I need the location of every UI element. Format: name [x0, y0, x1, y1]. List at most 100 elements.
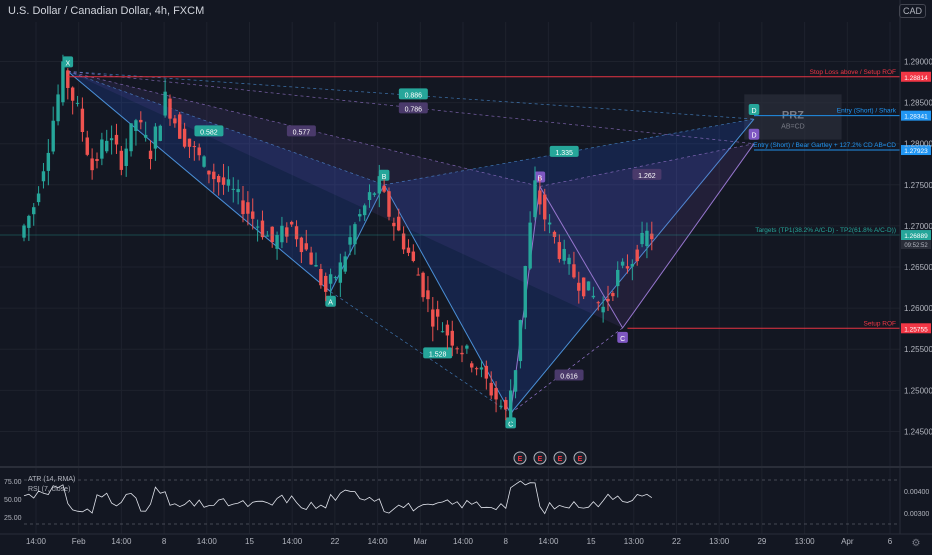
gartley-point-c: C: [508, 421, 513, 428]
gear-icon: ⚙: [912, 538, 921, 549]
y-tick-label: 1.25000: [904, 386, 932, 395]
candle: [202, 156, 206, 167]
shark-ratio-line: [67, 70, 755, 145]
price-levels: Stop Loss above / Setup ROF 1.28814 Entry …: [0, 69, 931, 334]
candle: [333, 277, 338, 279]
level-label: Entry (Short) / Shark: [837, 108, 897, 115]
rsi-tick-label: 50.00: [4, 497, 22, 504]
candle: [168, 98, 172, 119]
candle: [241, 200, 245, 215]
level-price-tag: 1.26889: [904, 233, 928, 240]
candle: [270, 226, 274, 243]
candle: [105, 140, 109, 152]
candle: [635, 249, 639, 262]
candle: [562, 248, 566, 261]
candle: [100, 139, 104, 159]
candle: [36, 193, 41, 203]
candle: [586, 281, 591, 291]
candle: [182, 128, 187, 147]
gartley-ratio-line: [67, 71, 385, 186]
gartley-point-x: X: [65, 60, 70, 67]
candle: [56, 94, 60, 122]
candle: [207, 170, 211, 175]
candle: [90, 158, 94, 171]
candle: [289, 221, 294, 225]
candle: [362, 205, 367, 216]
candle: [581, 277, 586, 297]
candle: [75, 102, 80, 104]
candle: [630, 263, 635, 267]
candle: [134, 120, 138, 131]
gartley-point-b-bg: [378, 169, 390, 181]
event-marker: [553, 451, 567, 465]
level-label: Targets (TP1(38.2% A/C-D) - TP2(61.8% A/…: [755, 227, 896, 234]
candle: [606, 298, 610, 302]
candle: [32, 207, 36, 215]
candle: [158, 125, 162, 141]
candle: [348, 237, 352, 245]
candle: [397, 216, 401, 231]
x-tick-label: 15: [245, 537, 254, 546]
candle: [557, 242, 562, 259]
candle: [343, 256, 347, 272]
candle: [61, 61, 65, 103]
candle: [372, 193, 377, 195]
candle: [650, 233, 654, 240]
prz-box: [744, 94, 842, 140]
level-label: Stop Loss above / Setup ROF: [810, 69, 896, 76]
candle: [139, 119, 143, 123]
harmonic-patterns: XABCDBCD0.5821.5281.3350.8860.5770.7861.…: [62, 56, 760, 429]
x-tick-label: Apr: [841, 537, 854, 546]
candle: [328, 274, 333, 284]
candles: [22, 54, 654, 423]
candle: [450, 330, 454, 346]
candle: [324, 275, 328, 292]
currency-badge[interactable]: CAD: [898, 4, 926, 18]
candle: [645, 230, 649, 247]
candle: [22, 225, 26, 238]
x-tick-label: 22: [672, 537, 681, 546]
gartley-ratio-bg: [194, 125, 224, 137]
candle: [192, 146, 197, 148]
candle: [640, 232, 644, 245]
candle: [216, 175, 221, 183]
event-marker-label: E: [558, 456, 563, 463]
level-label: Setup ROF: [863, 320, 896, 327]
candle: [440, 331, 445, 333]
x-tick-label: 13:00: [795, 537, 816, 546]
candle: [479, 367, 484, 370]
candle: [319, 269, 323, 286]
candle: [455, 348, 459, 350]
candle: [95, 158, 99, 161]
rsi-tick-label: 75.00: [4, 479, 22, 486]
gartley-point-a-bg: [325, 295, 336, 307]
gartley-ratio: 1.528: [429, 351, 447, 358]
symbol-title[interactable]: U.S. Dollar / Canadian Dollar, 4h, FXCM: [8, 5, 205, 17]
candle: [255, 226, 260, 228]
atr-tick-label: 0.00300: [904, 511, 929, 518]
x-tick-label: 13:00: [624, 537, 645, 546]
x-tick-label: 13:00: [709, 537, 730, 546]
y-tick-label: 1.26500: [904, 263, 932, 272]
candle: [129, 123, 133, 152]
candle: [27, 215, 31, 228]
shark-ratio-bg: [286, 125, 316, 137]
candle: [299, 237, 304, 253]
gartley-point-d-bg: [748, 104, 760, 116]
x-tick-label: 14:00: [453, 537, 474, 546]
candle: [358, 214, 362, 217]
candle: [304, 243, 308, 250]
candle: [231, 188, 235, 190]
candle: [620, 261, 625, 266]
x-tick-label: 14:00: [197, 537, 218, 546]
x-tick-label: Feb: [72, 537, 86, 546]
candle: [567, 257, 571, 265]
level-price-tag: 1.28814: [904, 75, 928, 82]
candle: [445, 324, 450, 336]
indicator-pane: 75.00 50.00 25.00 0.00400 0.00300 ATR (14, RM…: [0, 466, 932, 525]
candle: [392, 222, 396, 227]
event-marker-label: E: [538, 456, 543, 463]
gartley-point-d: D: [751, 108, 756, 115]
